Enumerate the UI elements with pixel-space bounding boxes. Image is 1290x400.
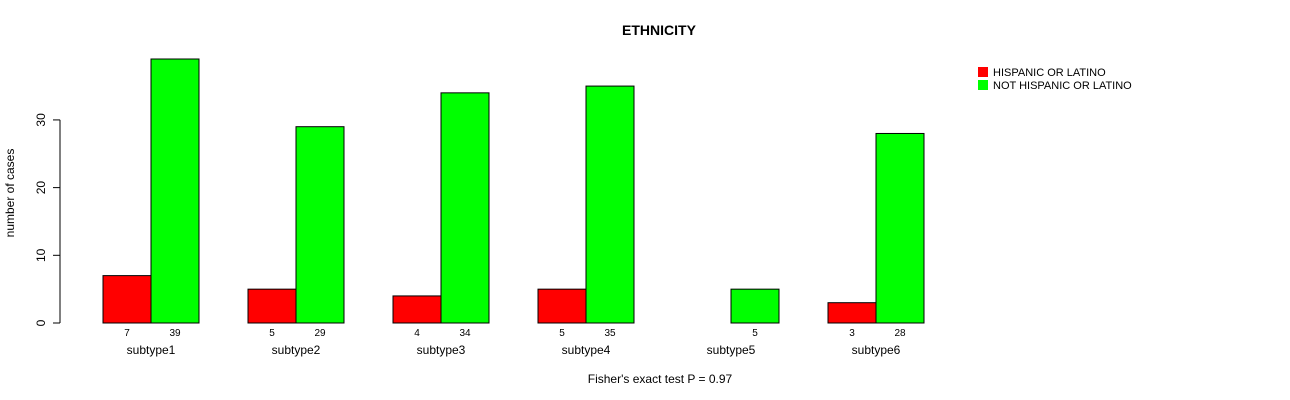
bar-subtype3-hispanic [392,295,442,324]
y-axis-label: number of cases [3,149,17,238]
x-category-label: subtype5 [707,343,756,357]
x-axis-label: Fisher's exact test P = 0.97 [588,372,733,386]
bar-count-label: 5 [269,328,275,339]
bar-count-label: 29 [314,328,326,339]
bar-subtype5-not-hispanic [730,288,780,324]
legend-swatch [978,67,988,77]
bar-subtype4-hispanic [537,288,587,324]
bar-count-label: 35 [604,328,616,339]
y-tick-label: 30 [34,113,48,127]
bar-subtype1-hispanic [102,275,152,324]
y-tick-label: 20 [34,181,48,195]
bar-count-label: 3 [849,328,855,339]
bar-count-label: 4 [414,328,420,339]
x-category-label: subtype3 [417,343,466,357]
y-axis: 0 10 20 30 [34,113,61,326]
bar-count-label: 5 [752,328,758,339]
bar-count-label: 39 [169,328,181,339]
legend-label: HISPANIC OR LATINO [993,67,1106,79]
y-tick-label: 0 [34,319,48,326]
bar-subtype2-not-hispanic [295,126,345,324]
bar-subtype3-not-hispanic [440,92,490,324]
legend-swatch [978,80,988,90]
bar-subtype6-not-hispanic [875,132,925,324]
bar-subtype2-hispanic [247,288,297,324]
x-category-label: subtype4 [562,343,611,357]
y-tick-label: 10 [34,248,48,262]
bar-subtype1-not-hispanic [150,58,200,324]
legend-label: NOT HISPANIC OR LATINO [993,80,1132,92]
bar-subtype4-not-hispanic [585,85,635,324]
x-category-label: subtype6 [852,343,901,357]
bar-count-label: 34 [459,328,471,339]
x-category-label: subtype2 [272,343,321,357]
chart-title: ETHNICITY [622,22,697,38]
bar-subtype6-hispanic [827,302,877,324]
bar-count-label: 5 [559,328,565,339]
x-category-label: subtype1 [127,343,176,357]
bar-count-label: 28 [894,328,906,339]
bar-count-label: 7 [124,328,130,339]
